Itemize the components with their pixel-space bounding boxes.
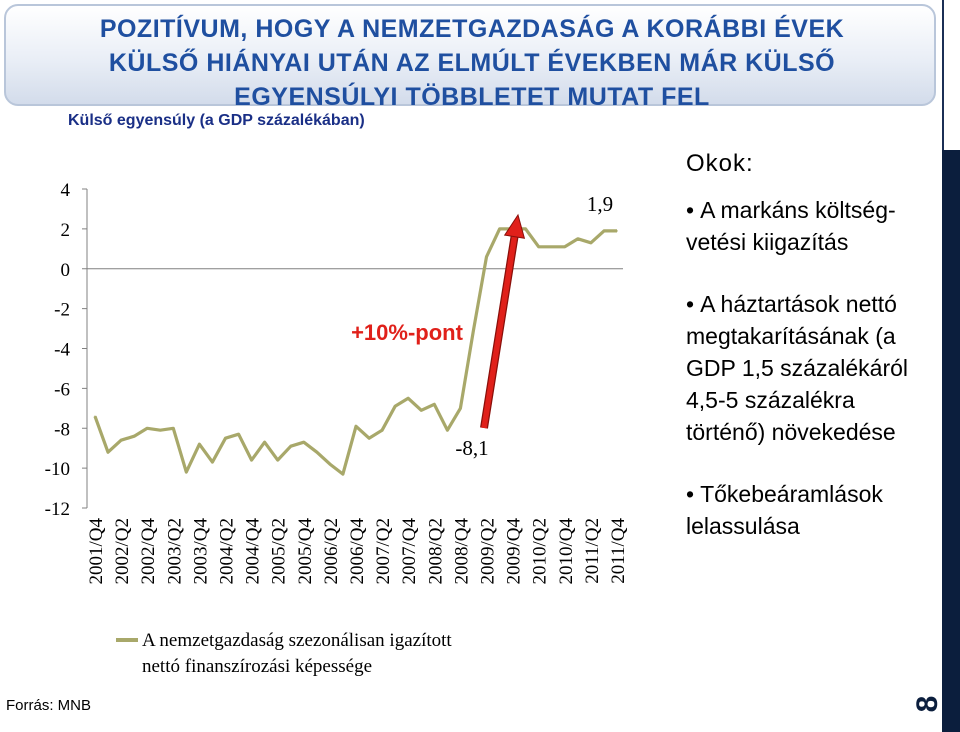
data-point (263, 441, 266, 444)
y-tick-label: -10 (45, 459, 70, 480)
data-point (564, 246, 566, 248)
x-tick-label: 2010/Q2 (530, 518, 551, 585)
source-note: Forrás: MNB (6, 697, 92, 714)
data-point (498, 228, 501, 230)
reasons-heading: Okok: (686, 150, 754, 177)
data-point (224, 437, 227, 440)
reason-item-2: • A háztartások nettó megtakarításának (a… (686, 291, 909, 445)
x-tick-label: 2005/Q4 (295, 518, 316, 585)
data-point (420, 409, 423, 412)
annotation-change: +10%-pont (351, 320, 464, 345)
data-point (329, 463, 331, 465)
data-point (472, 329, 475, 332)
x-tick-label: 2006/Q4 (347, 518, 368, 585)
y-tick-label: -6 (54, 379, 70, 400)
x-tick-label: 2007/Q4 (399, 518, 420, 585)
data-point (590, 242, 592, 244)
x-tick-label: 2006/Q2 (321, 518, 342, 585)
legend-label-line-1: A nemzetgazdaság szezonálisan igazított (142, 630, 452, 651)
data-point (524, 228, 527, 230)
data-point (172, 427, 175, 430)
data-point (211, 461, 214, 463)
chart-subtitle: Külső egyensúly (a GDP százalékában) (68, 112, 365, 129)
data-point (290, 445, 292, 448)
right-edge-bar (942, 150, 960, 732)
title-line-1: POZITÍVUM, HOGY A NEMZETGAZDASÁG A KORÁB… (99, 15, 845, 43)
page-number: 8 (911, 695, 944, 713)
reason-item-1: • A markáns költség-vetési kiigazítás (686, 197, 896, 255)
reason-text-1: A markáns költség-vetési kiigazítás (686, 197, 896, 255)
x-tick-label: 2008/Q4 (451, 518, 472, 585)
data-point (616, 230, 618, 232)
data-point (342, 473, 344, 475)
y-tick-label: -2 (54, 300, 70, 321)
data-point (381, 429, 383, 432)
data-point (433, 403, 436, 406)
x-tick-label: 2011/Q2 (582, 518, 603, 584)
data-point (407, 397, 410, 400)
x-tick-label: 2002/Q4 (138, 518, 159, 585)
data-point (577, 238, 579, 240)
data-point (355, 425, 357, 428)
data-point (551, 246, 553, 248)
data-point (368, 437, 370, 440)
y-tick-label: -8 (54, 419, 70, 440)
legend-label-line-2: nettó finanszírozási képessége (142, 656, 372, 677)
x-tick-label: 2004/Q4 (243, 518, 264, 585)
data-point (446, 429, 449, 432)
x-tick-label: 2002/Q2 (112, 518, 133, 585)
data-point (237, 433, 240, 436)
title-line-3: EGYENSÚLYI TÖBBLETET MUTAT FEL (234, 83, 710, 111)
x-tick-label: 2003/Q4 (190, 518, 211, 585)
slide-title: POZITÍVUM, HOGY A NEMZETGAZDASÁG A KORÁB… (6, 12, 938, 114)
data-point (537, 246, 540, 248)
data-point (316, 451, 318, 454)
x-tick-label: 2009/Q2 (478, 518, 499, 585)
annotation-low-value: -8,1 (455, 436, 488, 460)
x-tick-label: 2005/Q2 (269, 518, 290, 585)
data-point (146, 427, 148, 430)
data-point (485, 255, 488, 258)
data-point (133, 435, 135, 438)
x-tick-label: 2008/Q2 (425, 518, 446, 585)
data-point (459, 407, 462, 410)
title-banner: POZITÍVUM, HOGY A NEMZETGAZDASÁG A KORÁB… (4, 4, 936, 111)
data-point (603, 230, 605, 232)
annotation-end-value: 1,9 (587, 192, 613, 216)
data-point (303, 441, 305, 444)
data-point (394, 405, 396, 408)
data-point (250, 459, 253, 461)
data-point (159, 429, 162, 432)
data-point (185, 471, 188, 473)
x-tick-label: 2003/Q2 (164, 518, 185, 585)
y-tick-label: 4 (61, 180, 71, 201)
reasons-panel: Okok: • A markáns költség-vetési kiigazít… (686, 150, 938, 572)
data-point (107, 451, 109, 454)
right-edge-top (942, 0, 960, 150)
x-tick-label: 2007/Q2 (373, 518, 394, 585)
x-tick-label: 2004/Q2 (217, 518, 238, 585)
reason-text-3: Tőkebeáramlások lelassulása (686, 481, 883, 539)
title-line-2: KÜLSŐ HIÁNYAI UTÁN AZ ELMÚLT ÉVEKBEN MÁR… (108, 49, 836, 77)
y-tick-label: -12 (45, 499, 70, 520)
data-point (198, 443, 201, 446)
arrow-shaft (481, 236, 518, 429)
data-point (120, 439, 122, 442)
y-tick-label: 2 (61, 220, 71, 241)
data-point (94, 415, 96, 418)
x-tick-label: 2011/Q4 (608, 518, 629, 584)
y-tick-label: -4 (54, 340, 70, 361)
data-point (276, 459, 279, 461)
y-tick-label: 0 (61, 260, 71, 281)
x-tick-label: 2010/Q4 (556, 518, 577, 585)
arrow-head (503, 213, 526, 239)
x-tick-label: 2009/Q4 (504, 518, 525, 585)
series-line (93, 227, 617, 476)
x-tick-label: 2001/Q4 (86, 518, 107, 585)
reason-item-3: • Tőkebeáramlások lelassulása (686, 481, 883, 539)
reason-text-2: A háztartások nettó megtakarításának (a … (686, 291, 909, 445)
